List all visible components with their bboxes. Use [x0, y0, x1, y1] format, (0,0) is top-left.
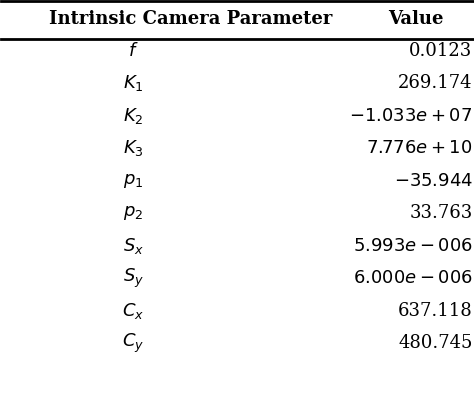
Text: $K_3$: $K_3$ [123, 138, 144, 158]
Text: 269.174: 269.174 [398, 74, 473, 93]
Text: $S_x$: $S_x$ [123, 236, 144, 256]
Text: $-35.944$: $-35.944$ [393, 172, 473, 190]
Text: 480.745: 480.745 [398, 334, 473, 352]
Text: $C_x$: $C_x$ [122, 301, 145, 321]
Text: $-1.033e+07$: $-1.033e+07$ [349, 107, 473, 125]
Text: 0.0123: 0.0123 [410, 42, 473, 60]
Text: $7.776e+10$: $7.776e+10$ [366, 139, 473, 157]
Text: $f$: $f$ [128, 42, 138, 60]
Text: $K_1$: $K_1$ [123, 73, 144, 93]
Text: 637.118: 637.118 [398, 302, 473, 320]
Text: 33.763: 33.763 [410, 204, 473, 222]
Text: $K_2$: $K_2$ [123, 106, 144, 126]
Text: $5.993e-006$: $5.993e-006$ [353, 237, 473, 255]
Text: $p_1$: $p_1$ [123, 172, 144, 190]
Text: Value: Value [388, 10, 444, 28]
Text: $6.000e-006$: $6.000e-006$ [353, 269, 473, 287]
Text: Intrinsic Camera Parameter: Intrinsic Camera Parameter [48, 10, 332, 28]
Text: $C_y$: $C_y$ [122, 332, 145, 355]
Text: $p_2$: $p_2$ [123, 204, 144, 222]
Text: $S_y$: $S_y$ [123, 267, 144, 290]
